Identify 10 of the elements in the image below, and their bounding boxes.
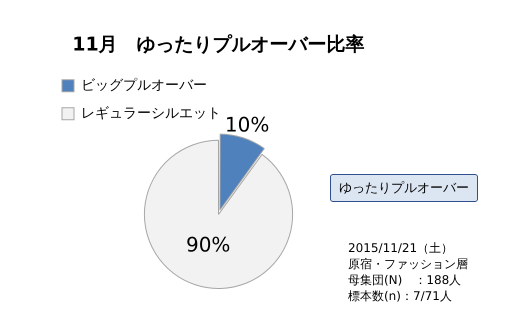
chart-title: 11月 ゆったりプルオーバー比率 [72, 33, 365, 56]
text: 原宿・ファッション層 [348, 256, 468, 272]
data-label: 10% [224, 112, 270, 137]
text: 標本数(n)：7/71人 [348, 288, 453, 304]
text: ゆったりプルオーバー [330, 174, 478, 202]
legend-label: ビッグプルオーバー [81, 77, 207, 94]
text: 2015/11/21（土） [348, 240, 454, 256]
legend-label: レギュラーシルエット [81, 105, 221, 122]
text: 母集団(N) ：188人 [348, 272, 462, 288]
data-label: 90% [186, 232, 230, 256]
